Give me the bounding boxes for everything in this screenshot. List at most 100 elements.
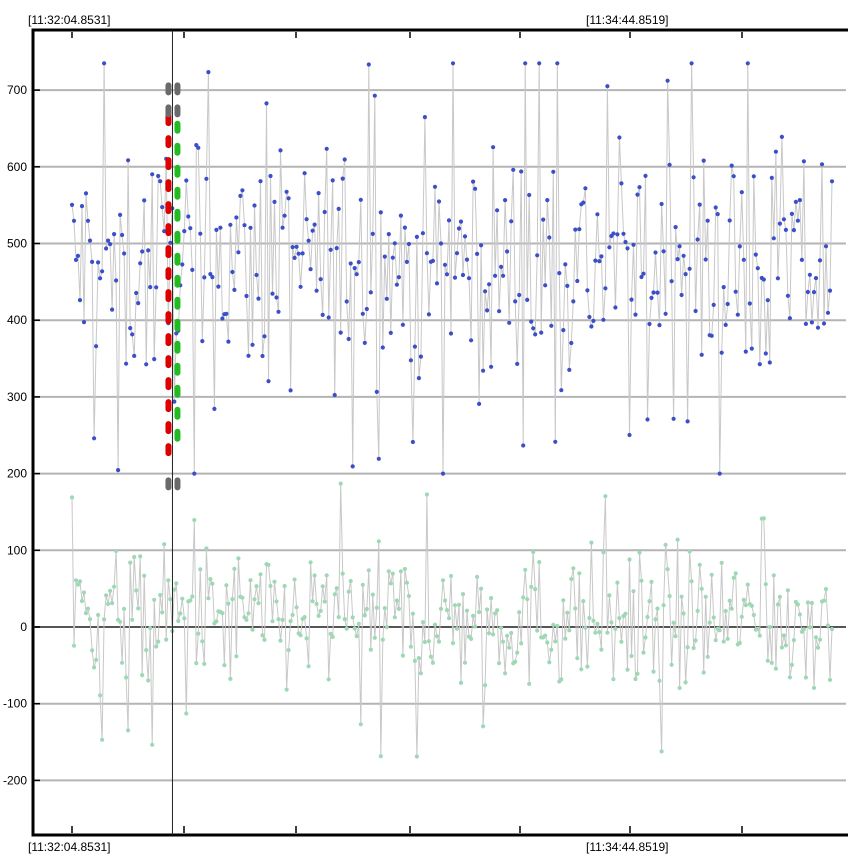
data-point: [284, 687, 289, 692]
data-point: [649, 295, 654, 300]
data-point: [318, 277, 323, 282]
data-point: [430, 258, 435, 263]
marker-red: [165, 201, 172, 215]
data-point: [513, 659, 518, 664]
data-point: [248, 578, 253, 583]
marker-green: [174, 142, 181, 156]
data-point: [711, 615, 716, 620]
data-point: [308, 267, 313, 272]
marker-red: [165, 355, 172, 369]
data-point: [274, 295, 279, 300]
data-point: [517, 292, 522, 298]
data-point: [713, 638, 718, 643]
data-point: [675, 537, 680, 542]
marker-green: [174, 318, 181, 332]
data-point: [647, 599, 652, 604]
data-point: [118, 619, 123, 624]
data-point: [398, 569, 403, 574]
data-point: [246, 353, 251, 358]
data-point: [242, 223, 247, 228]
data-point: [477, 610, 482, 615]
data-point: [98, 693, 103, 698]
data-point: [148, 625, 153, 631]
data-point: [300, 251, 305, 256]
data-point: [154, 285, 159, 290]
time-label-top-left: [11:32:04.8531]: [28, 13, 111, 27]
data-point: [529, 584, 534, 589]
data-point: [469, 636, 474, 642]
data-point: [436, 199, 442, 204]
data-point: [755, 626, 760, 632]
data-point: [140, 673, 145, 678]
data-point: [727, 598, 732, 603]
data-point: [671, 620, 676, 625]
data-point: [665, 78, 670, 83]
data-point: [378, 754, 383, 759]
data-point: [601, 317, 606, 322]
data-point: [278, 638, 283, 643]
data-point: [529, 319, 534, 324]
data-point: [276, 617, 281, 622]
data-point: [703, 594, 708, 599]
data-point: [314, 288, 319, 293]
data-point: [196, 631, 201, 636]
data-point: [569, 576, 574, 582]
data-point: [122, 251, 127, 256]
data-point: [292, 577, 297, 582]
data-point: [464, 608, 470, 613]
data-point: [222, 663, 227, 668]
data-point: [641, 650, 646, 655]
data-point: [128, 326, 133, 331]
data-point: [801, 159, 807, 164]
data-point: [202, 275, 207, 280]
data-point: [334, 586, 339, 591]
data-point: [597, 259, 602, 264]
data-point: [81, 590, 87, 595]
data-point: [505, 633, 510, 638]
data-point: [599, 254, 604, 259]
data-point: [408, 358, 413, 363]
data-point: [475, 574, 480, 580]
marker-red: [165, 289, 172, 303]
data-point: [360, 311, 365, 316]
data-point: [286, 196, 291, 201]
data-point: [725, 301, 730, 307]
data-point: [563, 262, 568, 267]
data-point: [479, 243, 484, 248]
data-point: [122, 606, 127, 612]
data-point: [434, 281, 440, 286]
data-point: [557, 271, 562, 276]
data-point: [370, 231, 375, 236]
data-point: [150, 742, 155, 747]
data-point: [767, 360, 772, 365]
data-point: [330, 634, 335, 640]
data-point: [781, 217, 787, 222]
data-point: [825, 310, 831, 315]
marker-red: [165, 135, 172, 149]
data-point: [827, 288, 833, 293]
data-point: [462, 660, 468, 665]
data-point: [739, 614, 744, 619]
data-point: [653, 250, 658, 255]
data-point: [75, 582, 81, 587]
data-point: [162, 229, 167, 234]
data-point: [136, 606, 141, 611]
data-point: [316, 613, 321, 619]
data-point: [196, 145, 201, 150]
data-point: [603, 494, 608, 499]
data-point: [270, 291, 275, 296]
data-point: [344, 626, 349, 631]
data-point: [240, 188, 245, 193]
data-point: [795, 218, 801, 223]
data-point: [803, 675, 809, 680]
data-point: [549, 323, 554, 328]
data-point: [491, 145, 496, 150]
data-point: [507, 320, 512, 325]
data-point: [134, 588, 139, 593]
data-point: [643, 173, 648, 178]
data-point: [336, 206, 341, 211]
data-point: [525, 297, 530, 302]
data-point: [481, 368, 486, 373]
marker-gray: [174, 82, 181, 96]
data-point: [777, 594, 783, 599]
